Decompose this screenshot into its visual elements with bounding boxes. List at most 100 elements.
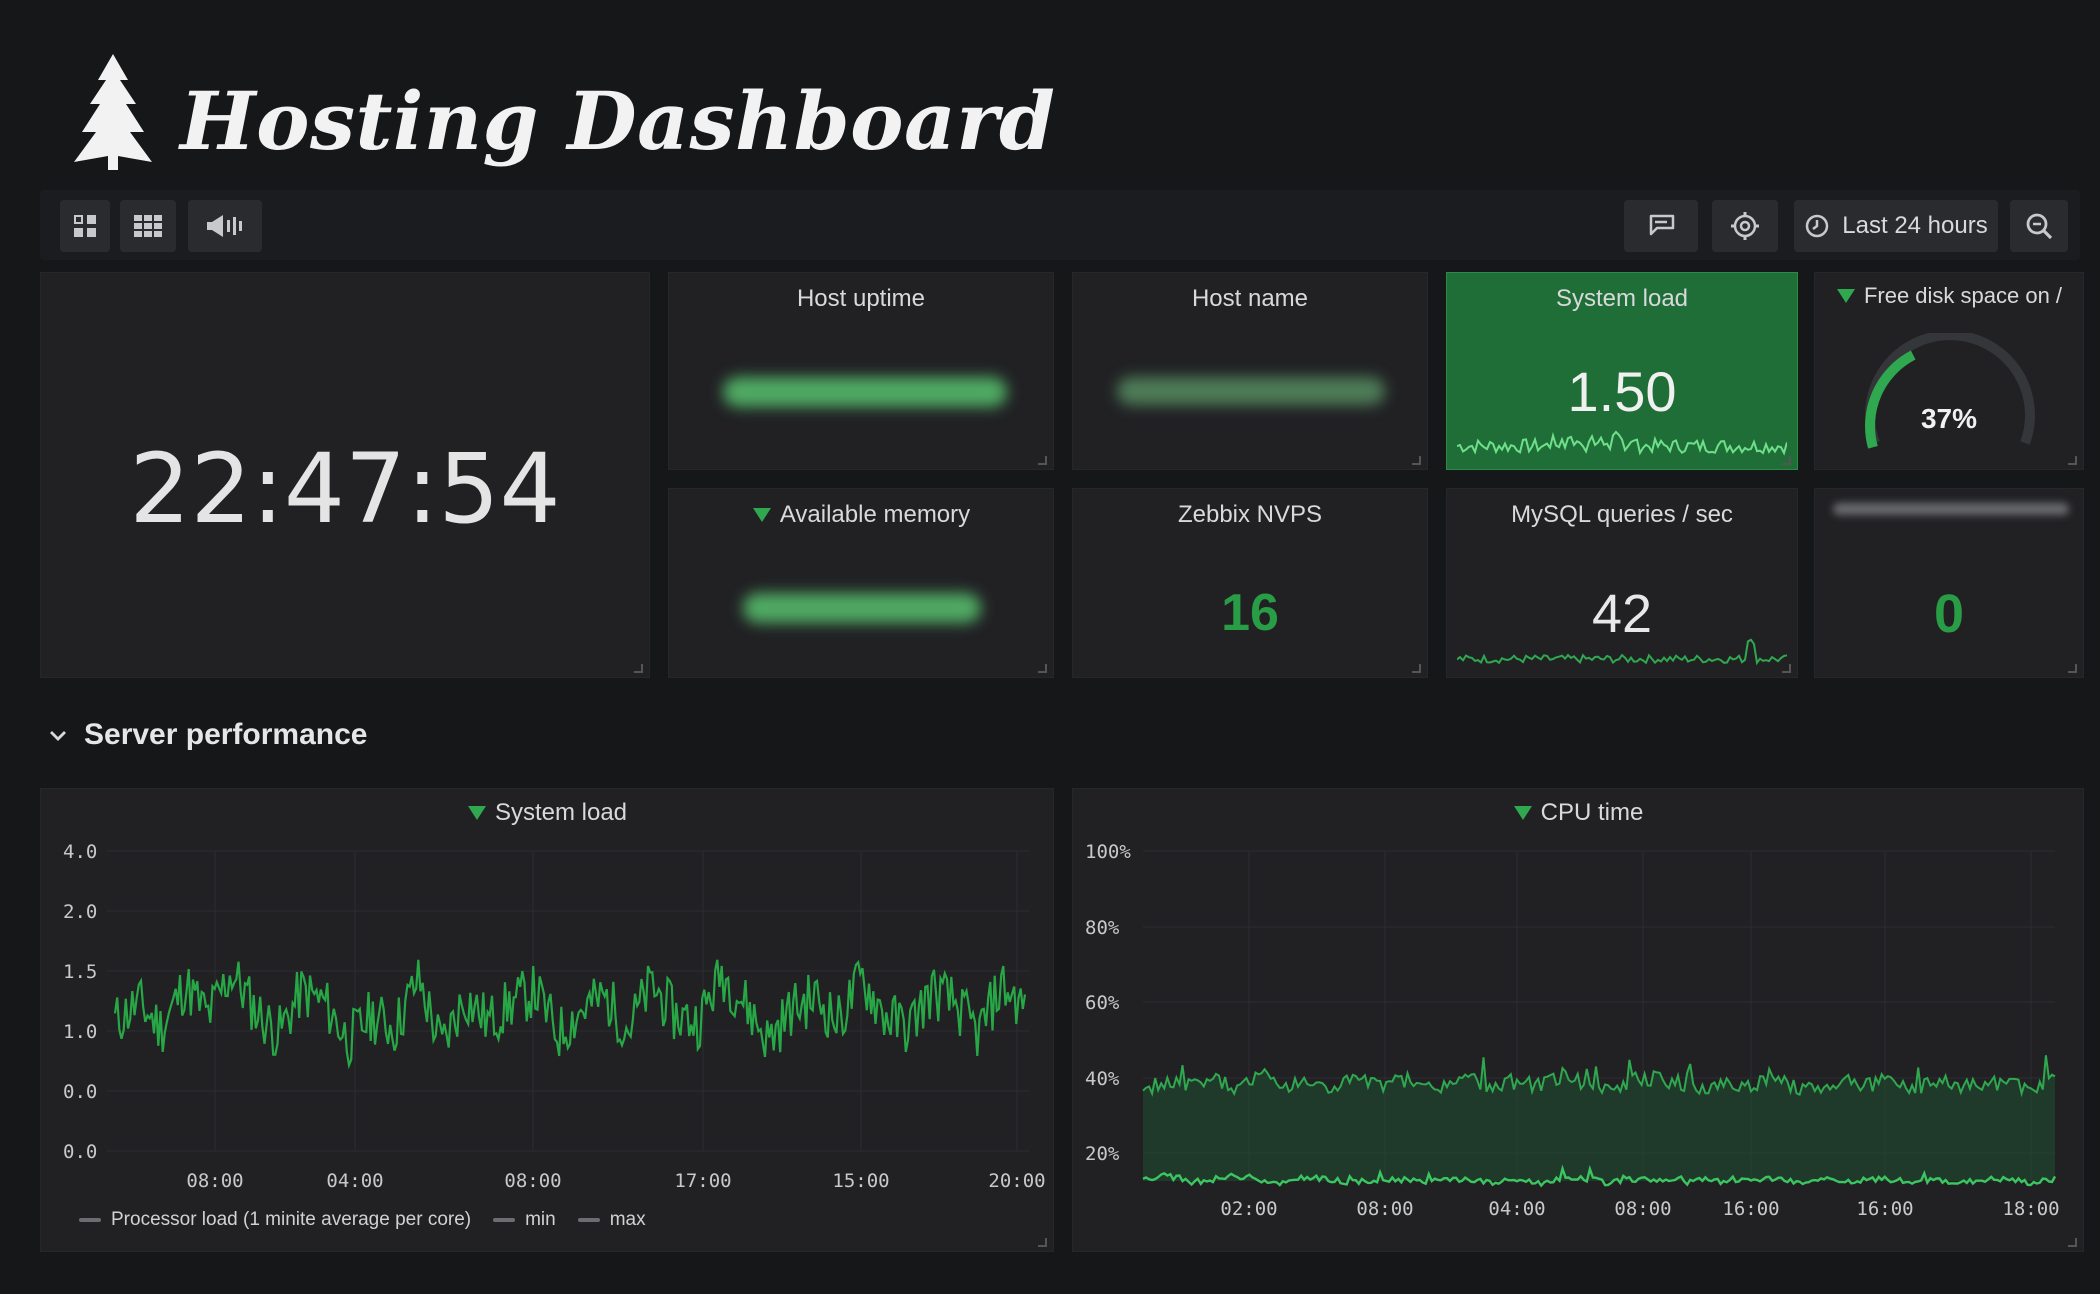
series-area-cpu bbox=[1143, 1055, 2055, 1181]
resize-handle[interactable] bbox=[1037, 1237, 1047, 1247]
legend-swatch bbox=[577, 1218, 600, 1222]
x-tick-label: 16:00 bbox=[1722, 1198, 1779, 1220]
system-load-chart[interactable]: 4.0 2.0 1.5 1.0 0.0 0.0 08:00 04:00 08:00 17:00 15… bbox=[41, 789, 1055, 1253]
resize-handle[interactable] bbox=[2067, 663, 2077, 673]
y-tick-label: 20% bbox=[1085, 1143, 1120, 1165]
system-load-chart-panel[interactable]: System load 4.0 2.0 1.5 1.0 0.0 0.0 08:00 04:00… bbox=[40, 788, 1054, 1252]
x-tick-label: 17:00 bbox=[674, 1170, 731, 1192]
redacted-value bbox=[723, 377, 1007, 407]
clock-panel[interactable]: 22:47:54 bbox=[40, 272, 650, 678]
panel-title-text: System load bbox=[494, 799, 628, 826]
resize-handle[interactable] bbox=[2067, 1237, 2077, 1247]
apps-grid-button[interactable] bbox=[120, 200, 176, 252]
series-line-processor-load bbox=[113, 959, 1027, 1070]
panel-title: Available memory bbox=[669, 501, 1053, 529]
zabbix-nvps-panel[interactable]: Zebbix NVPS 16 bbox=[1072, 488, 1428, 678]
panel-title-text: Free disk space on / bbox=[1863, 283, 2063, 308]
legend-item[interactable]: Processor load (1 minite average per cor… bbox=[79, 1209, 471, 1231]
apps-grid-icon bbox=[134, 215, 162, 237]
resize-handle[interactable] bbox=[2067, 455, 2077, 465]
resize-handle[interactable] bbox=[1411, 455, 1421, 465]
y-tick-label: 60% bbox=[1085, 992, 1120, 1014]
x-tick-label: 08:00 bbox=[186, 1170, 243, 1192]
x-tick-label: 08:00 bbox=[1614, 1198, 1671, 1220]
host-uptime-panel[interactable]: Host uptime bbox=[668, 272, 1054, 470]
x-tick-label: 08:00 bbox=[1356, 1198, 1413, 1220]
gauge-value: 37% bbox=[1920, 403, 1978, 434]
free-disk-panel[interactable]: Free disk space on / 37% bbox=[1814, 272, 2084, 470]
alert-heart-icon bbox=[1836, 289, 1855, 303]
resize-handle[interactable] bbox=[1781, 663, 1791, 673]
y-tick-label: 4.0 bbox=[63, 841, 97, 863]
unnamed-stat-panel[interactable]: 0 bbox=[1814, 488, 2084, 678]
panel-title-text: CPU time bbox=[1540, 799, 1644, 826]
sparkline-line bbox=[1457, 430, 1787, 456]
cpu-time-chart-panel[interactable]: CPU time 100% 80% 60% 40% 20% 02:00 08:00 04:00… bbox=[1072, 788, 2084, 1252]
y-tick-label: 100% bbox=[1085, 841, 1131, 863]
zoom-out-button[interactable] bbox=[2010, 200, 2068, 252]
share-button[interactable] bbox=[1624, 200, 1698, 252]
row-title: Server performance bbox=[84, 718, 368, 751]
settings-button[interactable] bbox=[1712, 200, 1778, 252]
panel-title: System load bbox=[41, 799, 1053, 827]
panel-title-text: Available memory bbox=[779, 501, 971, 528]
resize-handle[interactable] bbox=[633, 663, 643, 673]
playlist-button[interactable] bbox=[188, 200, 262, 252]
series-line-cpu-system bbox=[1142, 1164, 2057, 1188]
host-name-panel[interactable]: Host name bbox=[1072, 272, 1428, 470]
legend-label: max bbox=[609, 1209, 646, 1230]
gauge-fill bbox=[1865, 350, 1916, 449]
resize-handle[interactable] bbox=[1037, 455, 1047, 465]
y-tick-label: 40% bbox=[1085, 1068, 1120, 1090]
x-tick-label: 08:00 bbox=[504, 1170, 561, 1192]
zoom-out-icon bbox=[2026, 213, 2053, 240]
legend-swatch bbox=[493, 1218, 516, 1222]
alert-heart-icon bbox=[1513, 806, 1532, 820]
y-tick-label: 1.5 bbox=[63, 961, 97, 983]
gauge bbox=[1865, 333, 2035, 449]
available-memory-panel[interactable]: Available memory bbox=[668, 488, 1054, 678]
sparkline bbox=[1457, 638, 1787, 666]
y-tick-label: 0.0 bbox=[63, 1081, 97, 1103]
clock-icon bbox=[1806, 214, 1829, 238]
stat-value: 0 bbox=[1933, 584, 1965, 644]
stat-value: 42 bbox=[1591, 584, 1653, 644]
playlist-icon bbox=[207, 215, 242, 237]
legend-item[interactable]: min bbox=[493, 1209, 556, 1231]
panel-title: CPU time bbox=[1073, 799, 2083, 827]
legend-label: Processor load (1 minite average per cor… bbox=[111, 1209, 472, 1230]
x-tick-label: 15:00 bbox=[832, 1170, 889, 1192]
redacted-value bbox=[743, 593, 981, 623]
panel-title: System load bbox=[1555, 285, 1689, 312]
page-title: Hosting Dashboard bbox=[180, 74, 1056, 168]
panel-title: Zebbix NVPS bbox=[1177, 501, 1323, 528]
cpu-time-chart[interactable]: 100% 80% 60% 40% 20% 02:00 08:00 04:00 08:00 16:0… bbox=[1073, 789, 2085, 1253]
x-tick-label: 04:00 bbox=[326, 1170, 383, 1192]
mysql-queries-panel[interactable]: MySQL queries / sec 42 bbox=[1446, 488, 1798, 678]
dashboard-button[interactable] bbox=[60, 200, 110, 252]
dashboard-toolbar: Last 24 hours bbox=[40, 190, 2080, 260]
settings-icon bbox=[1731, 212, 1759, 240]
time-range-picker[interactable]: Last 24 hours bbox=[1794, 200, 1998, 252]
sparkline bbox=[1457, 430, 1787, 456]
redacted-title bbox=[1833, 503, 2069, 515]
share-icon bbox=[1649, 214, 1675, 236]
y-tick-label: 1.0 bbox=[63, 1021, 97, 1043]
panel-title: Host name bbox=[1191, 285, 1309, 312]
dashboard-icon bbox=[74, 215, 96, 237]
chart-legend: Processor load (1 minite average per cor… bbox=[79, 1209, 668, 1231]
y-tick-label: 2.0 bbox=[63, 901, 97, 923]
stat-value: 16 bbox=[1221, 584, 1279, 642]
system-load-stat-panel[interactable]: System load 1.50 bbox=[1446, 272, 1798, 470]
y-tick-label: 80% bbox=[1085, 917, 1120, 939]
legend-label: min bbox=[525, 1209, 556, 1230]
legend-item[interactable]: max bbox=[577, 1209, 646, 1231]
resize-handle[interactable] bbox=[1037, 663, 1047, 673]
clock-value: 22:47:54 bbox=[129, 433, 561, 545]
x-tick-label: 04:00 bbox=[1488, 1198, 1545, 1220]
resize-handle[interactable] bbox=[1411, 663, 1421, 673]
resize-handle[interactable] bbox=[1781, 455, 1791, 465]
alert-heart-icon bbox=[752, 508, 771, 522]
row-toggle-server-performance[interactable]: Server performance bbox=[46, 718, 367, 752]
alert-heart-icon bbox=[467, 806, 486, 820]
